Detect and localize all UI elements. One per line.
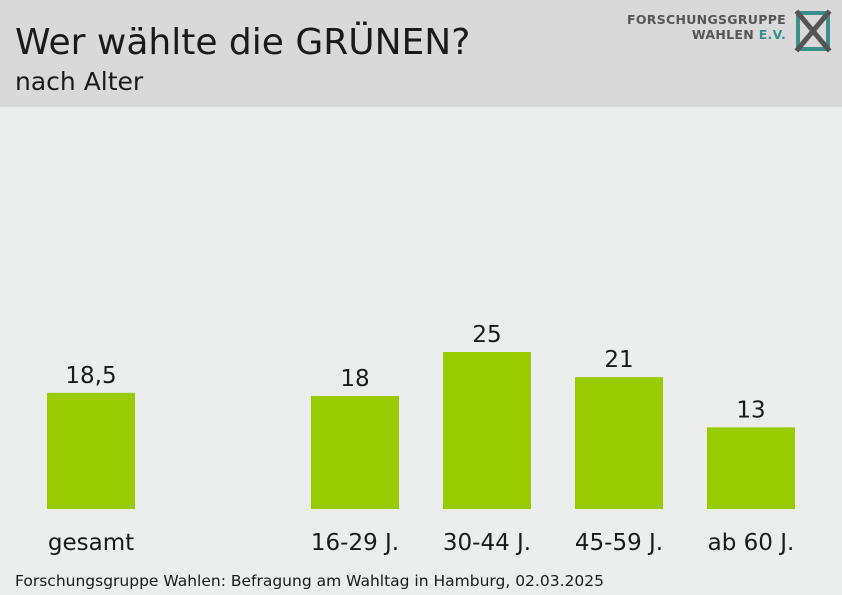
- value-label-4: 13: [736, 397, 765, 423]
- bar-3: [575, 377, 663, 509]
- bar-1: [311, 395, 399, 509]
- category-label-4: ab 60 J.: [708, 530, 795, 556]
- value-label-0: 18,5: [65, 363, 116, 389]
- header-banner: Wer wählte die GRÜNEN? nach Alter FORSCH…: [0, 0, 842, 107]
- bar-4: [707, 427, 795, 509]
- logo-text: FORSCHUNGSGRUPPE WAHLEN E.V.: [627, 12, 786, 42]
- logo-line-2a: WAHLEN: [691, 27, 759, 42]
- page-subtitle: nach Alter: [15, 67, 144, 96]
- logo-line-2b: E.V.: [758, 27, 786, 42]
- bar-2: [443, 352, 531, 509]
- bar-0: [47, 392, 135, 509]
- value-label-3: 21: [604, 347, 633, 373]
- category-label-0: gesamt: [48, 530, 134, 556]
- logo-line-1: FORSCHUNGSGRUPPE: [627, 12, 786, 27]
- value-label-2: 25: [472, 322, 501, 348]
- category-label-1: 16-29 J.: [311, 530, 399, 556]
- category-label-2: 30-44 J.: [443, 530, 531, 556]
- ballot-cross-logo-icon: [794, 9, 832, 53]
- logo-line-2: WAHLEN E.V.: [627, 27, 786, 42]
- value-label-1: 18: [340, 366, 369, 392]
- category-label-3: 45-59 J.: [575, 530, 663, 556]
- page-title: Wer wählte die GRÜNEN?: [15, 22, 471, 63]
- source-note: Forschungsgruppe Wahlen: Befragung am Wa…: [15, 572, 604, 590]
